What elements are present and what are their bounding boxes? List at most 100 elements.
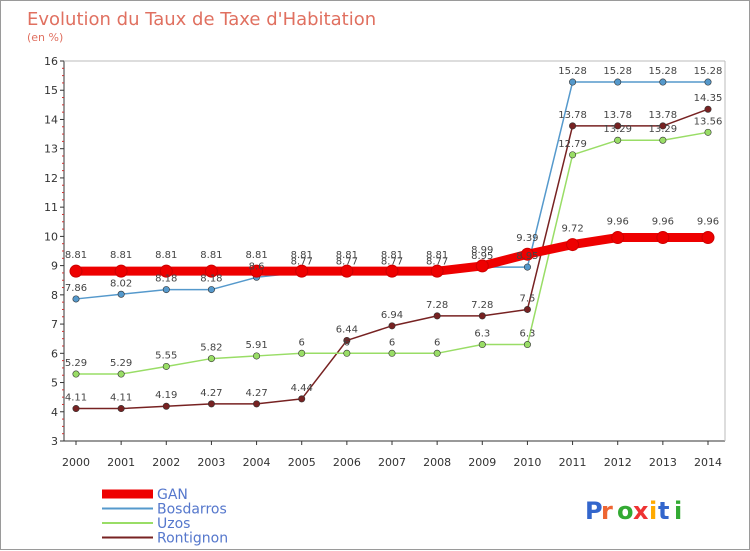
data-point-rontignon	[343, 336, 351, 344]
data-label-rontignon: 6.94	[381, 310, 403, 321]
logo-letter: x	[633, 497, 649, 525]
data-label-gan: 8.81	[110, 250, 132, 261]
data-label-rontignon: 14.35	[694, 93, 723, 104]
data-point-bosdarros	[614, 78, 622, 86]
data-point-uzos	[569, 151, 577, 159]
data-label-uzos: 5.91	[245, 340, 267, 351]
y-tick-label: 16	[44, 55, 58, 68]
data-label-rontignon: 4.11	[110, 393, 132, 404]
data-point-gan	[159, 264, 173, 278]
data-label-uzos: 5.29	[65, 358, 87, 369]
x-tick-label: 2006	[333, 456, 361, 469]
data-label-rontignon: 4.27	[200, 388, 222, 399]
y-tick-label: 8	[51, 289, 58, 302]
data-point-rontignon	[162, 402, 170, 410]
data-label-bosdarros: 7.86	[65, 283, 87, 294]
data-label-bosdarros: 8.77	[336, 256, 358, 267]
proxiti-logo: Pr o x i t i	[585, 497, 682, 525]
y-tick-label: 13	[44, 143, 58, 156]
data-label-bosdarros: 15.28	[694, 66, 723, 77]
y-tick-label: 3	[51, 435, 58, 448]
x-tick-label: 2011	[559, 456, 587, 469]
y-tick-label: 14	[44, 113, 58, 126]
data-point-bosdarros	[162, 286, 170, 294]
data-label-bosdarros: 8.18	[200, 274, 222, 285]
data-point-gan	[385, 264, 399, 278]
data-label-uzos: 13.29	[603, 124, 632, 135]
legend-label-gan: GAN	[157, 487, 188, 503]
data-point-rontignon	[117, 405, 125, 413]
data-point-gan	[611, 231, 625, 245]
data-label-gan: 8.81	[155, 250, 177, 261]
data-label-bosdarros: 8.77	[381, 256, 403, 267]
data-label-bosdarros: 15.28	[558, 66, 587, 77]
x-tick-label: 2002	[152, 456, 180, 469]
data-point-gan	[701, 231, 715, 245]
legend-label-rontignon: Rontignon	[157, 531, 228, 547]
y-tick-label: 7	[51, 318, 58, 331]
data-point-bosdarros	[704, 78, 712, 86]
y-tick-label: 10	[44, 230, 58, 243]
data-point-gan	[340, 264, 354, 278]
data-point-gan	[566, 238, 580, 252]
data-label-bosdarros: 8.95	[516, 251, 538, 262]
data-point-uzos	[207, 355, 215, 363]
y-tick-label: 9	[51, 260, 58, 273]
data-label-uzos: 5.55	[155, 350, 177, 361]
data-point-gan	[295, 264, 309, 278]
x-tick-label: 2010	[513, 456, 541, 469]
data-point-uzos	[433, 349, 441, 357]
chart-subtitle: (en %)	[27, 31, 63, 44]
y-tick-label: 6	[51, 347, 58, 360]
data-label-rontignon: 7.5	[519, 293, 535, 304]
data-point-rontignon	[298, 395, 306, 403]
x-tick-label: 2001	[107, 456, 135, 469]
data-label-uzos: 5.82	[200, 343, 222, 354]
data-point-uzos	[72, 370, 80, 378]
data-point-rontignon	[72, 405, 80, 413]
legend-label-uzos: Uzos	[157, 516, 190, 532]
data-label-gan: 8.81	[65, 250, 87, 261]
x-tick-label: 2008	[423, 456, 451, 469]
data-label-rontignon: 4.11	[65, 393, 87, 404]
logo-letter: i	[674, 497, 682, 525]
logo-letter: P	[585, 497, 603, 525]
data-point-rontignon	[659, 122, 667, 130]
x-tick-label: 2012	[604, 456, 632, 469]
data-point-bosdarros	[207, 286, 215, 294]
data-label-bosdarros: 8.77	[291, 256, 313, 267]
y-tick-label: 11	[44, 201, 58, 214]
data-label-rontignon: 4.19	[155, 390, 177, 401]
logo-letter: r	[601, 497, 613, 525]
x-tick-label: 2004	[243, 456, 271, 469]
data-label-uzos: 6	[299, 337, 305, 348]
x-tick-label: 2009	[468, 456, 496, 469]
data-label-gan: 9.96	[607, 217, 629, 228]
logo-letter: o	[617, 497, 634, 525]
data-point-rontignon	[388, 322, 396, 330]
data-point-uzos	[388, 349, 396, 357]
data-label-bosdarros: 8.77	[426, 256, 448, 267]
data-point-uzos	[478, 341, 486, 349]
data-label-uzos: 6.3	[474, 329, 490, 340]
data-point-uzos	[704, 128, 712, 136]
data-label-gan: 8.81	[426, 250, 448, 261]
data-point-gan	[520, 247, 534, 261]
y-tick-label: 15	[44, 84, 58, 97]
data-label-uzos: 13.29	[649, 124, 678, 135]
data-label-bosdarros: 8.95	[471, 251, 493, 262]
data-label-gan: 8.81	[245, 250, 267, 261]
data-point-gan	[430, 264, 444, 278]
data-point-rontignon	[523, 305, 531, 313]
data-label-uzos: 6	[389, 337, 395, 348]
data-label-rontignon: 4.27	[245, 388, 267, 399]
data-point-gan	[250, 264, 264, 278]
data-point-gan	[475, 259, 489, 273]
data-label-rontignon: 7.28	[471, 300, 493, 311]
data-label-bosdarros: 15.28	[603, 66, 632, 77]
data-label-bosdarros: 8.02	[110, 278, 132, 289]
legend-label-bosdarros: Bosdarros	[157, 502, 227, 518]
data-point-uzos	[162, 362, 170, 370]
chart-title: Evolution du Taux de Taxe d'Habitation	[27, 9, 376, 30]
